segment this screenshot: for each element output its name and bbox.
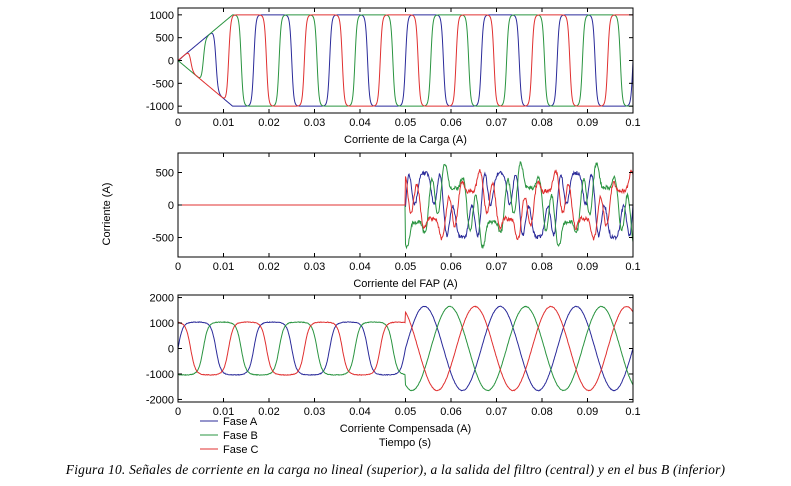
- x-tick-label: 0.1: [625, 261, 640, 273]
- x-tick-label: 0: [175, 406, 181, 418]
- shared-y-axis-label: Corriente (A): [101, 183, 113, 246]
- chart-panel-compensated-current: 0 0.01 0.02 0.03 0.04 0.05 0.06 0.07 0.08 0.09 0.1…: [146, 293, 641, 435]
- x-tick-label: 0: [175, 261, 181, 273]
- series-line-0-0: [178, 14, 633, 107]
- x-tick-label: 0.04: [349, 406, 370, 418]
- x-tick-label: 0.09: [577, 261, 598, 273]
- chart-panel-load-current: 0 0.01 0.02 0.03 0.04 0.05 0.06 0.07 0.08 0.09 0.1…: [146, 7, 641, 146]
- chart-panel-filter-current: 0 0.01 0.02 0.03 0.04 0.05 0.06 0.07 0.08 0.09 0.1…: [152, 152, 641, 290]
- x-tick-label: 0.05: [395, 261, 416, 273]
- x-tick-label: 0.02: [258, 261, 279, 273]
- x-tick-label: 0.06: [440, 406, 461, 418]
- legend-entry: Fase C: [223, 444, 259, 456]
- x-tick-label: 0.01: [213, 117, 234, 129]
- y-tick-label: 2000: [150, 293, 174, 305]
- x-tick-label: 0.01: [213, 406, 234, 418]
- figure-canvas: Corriente (A) 0 0.01 0.02 0.03 0.04 0.05 0.06 0…: [101, 7, 641, 456]
- x-tick-label: 0.03: [304, 117, 325, 129]
- x-tick-label: 0.06: [440, 261, 461, 273]
- y-tick-label: -1000: [146, 101, 174, 113]
- series-line-2-1: [178, 305, 633, 392]
- x-tick-label: 0.07: [486, 406, 507, 418]
- x-tick-label: 0.04: [349, 261, 370, 273]
- x-tick-label: 0.05: [395, 117, 416, 129]
- x-tick-label: 0.01: [213, 261, 234, 273]
- series-line-0-2: [178, 14, 633, 107]
- x-tick-label: 0.02: [258, 406, 279, 418]
- x-tick-label: 0.1: [625, 117, 640, 129]
- x-tick-label: 0: [175, 117, 181, 129]
- legend-entry: Fase B: [223, 430, 258, 442]
- y-tick-label: 500: [156, 33, 174, 45]
- x-axis-label: Corriente del FAP (A): [353, 278, 457, 290]
- y-tick-label: -1000: [146, 369, 174, 381]
- shared-x-axis-label: Tiempo (s): [379, 437, 431, 449]
- x-tick-label: 0.08: [531, 261, 552, 273]
- series-line-2-0: [178, 305, 633, 392]
- y-tick-label: -2000: [146, 394, 174, 406]
- x-tick-label: 0.07: [486, 261, 507, 273]
- y-tick-label: 500: [156, 168, 174, 180]
- y-tick-label: 0: [168, 56, 174, 68]
- x-tick-label: 0.05: [395, 406, 416, 418]
- series-line-0-1: [178, 14, 633, 107]
- y-tick-label: -500: [152, 78, 174, 90]
- y-tick-label: 0: [168, 344, 174, 356]
- y-tick-label: 1000: [150, 318, 174, 330]
- series-line-1-2: [178, 169, 633, 241]
- x-tick-label: 0.06: [440, 117, 461, 129]
- y-tick-label: 0: [168, 200, 174, 212]
- x-tick-label: 0.07: [486, 117, 507, 129]
- series-line-2-2: [178, 305, 633, 392]
- y-tick-label: -500: [152, 233, 174, 245]
- x-tick-label: 0.09: [577, 406, 598, 418]
- x-axis-label: Corriente Compensada (A): [340, 423, 471, 435]
- x-axis-label: Corriente de la Carga (A): [344, 134, 467, 146]
- legend: Fase A Fase B Fase C: [200, 416, 259, 456]
- x-tick-label: 0.1: [625, 406, 640, 418]
- x-tick-label: 0.04: [349, 117, 370, 129]
- x-tick-label: 0.09: [577, 117, 598, 129]
- x-tick-label: 0.03: [304, 406, 325, 418]
- x-tick-label: 0.03: [304, 261, 325, 273]
- x-tick-label: 0.02: [258, 117, 279, 129]
- legend-entry: Fase A: [223, 416, 258, 428]
- x-tick-label: 0.08: [531, 406, 552, 418]
- figure-caption: Figura 10. Señales de corriente en la ca…: [65, 462, 726, 477]
- x-tick-label: 0.08: [531, 117, 552, 129]
- y-tick-label: 1000: [150, 10, 174, 22]
